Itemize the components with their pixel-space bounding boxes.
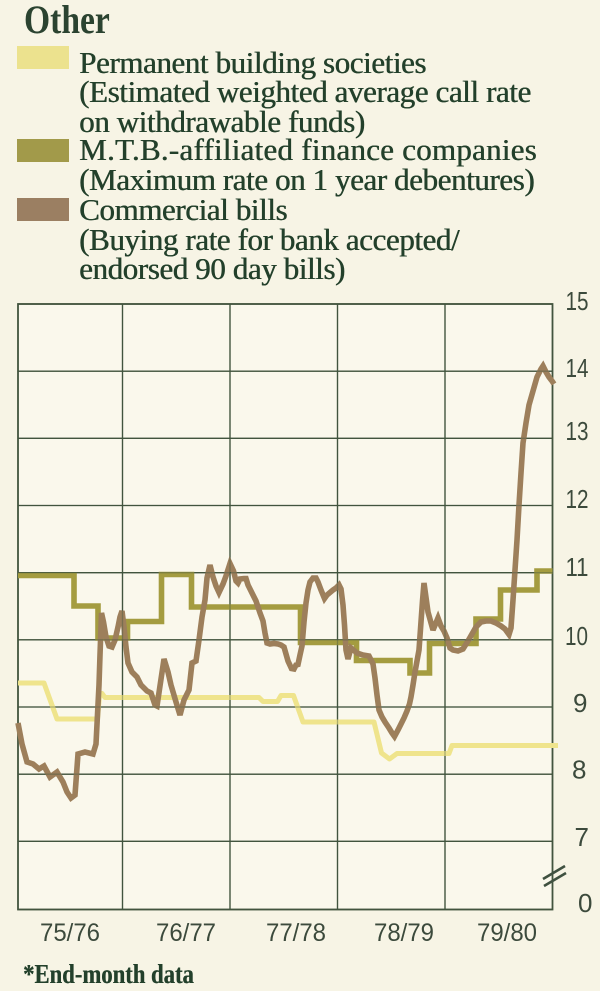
svg-text:9: 9 (573, 688, 587, 718)
svg-text:14: 14 (566, 353, 589, 383)
svg-text:10: 10 (565, 621, 588, 651)
svg-text:7: 7 (575, 822, 589, 852)
svg-text:78/79: 78/79 (374, 919, 434, 947)
svg-text:12: 12 (566, 484, 589, 514)
svg-text:8: 8 (572, 755, 586, 785)
svg-text:77/78: 77/78 (266, 919, 326, 947)
svg-text:15: 15 (566, 286, 589, 316)
svg-text:79/80: 79/80 (477, 919, 537, 947)
svg-text:13: 13 (566, 416, 589, 446)
svg-text:76/77: 76/77 (156, 919, 216, 947)
svg-text:11: 11 (566, 552, 589, 582)
svg-text:75/76: 75/76 (40, 919, 100, 947)
svg-text:0: 0 (578, 888, 592, 918)
